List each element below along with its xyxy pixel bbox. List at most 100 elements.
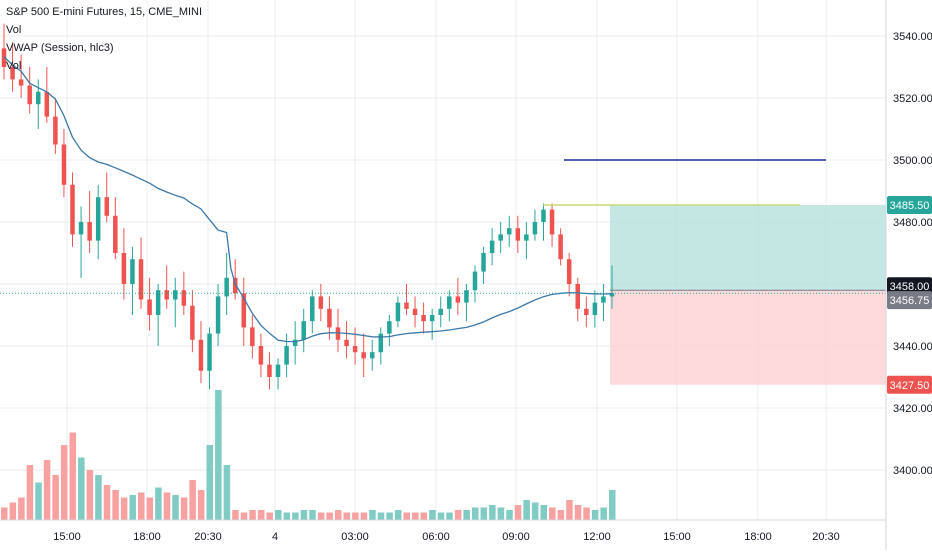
- volume-bar: [591, 510, 599, 520]
- candle: [404, 284, 409, 315]
- candle-body: [472, 271, 478, 291]
- candle-body: [455, 296, 461, 303]
- candle-body: [438, 308, 443, 315]
- candle-body: [198, 339, 204, 371]
- candle-body: [181, 290, 187, 306]
- candle: [275, 358, 281, 390]
- volume-bar: [197, 490, 205, 520]
- candle-body: [215, 296, 221, 334]
- price-label-last[interactable]: 3456.75: [887, 291, 932, 310]
- volume-bar: [369, 510, 376, 520]
- candle-body: [113, 215, 118, 253]
- volume-bar: [86, 470, 94, 520]
- volume-bar: [394, 510, 402, 520]
- price-tick-label: 3540.00: [893, 31, 932, 43]
- candle: [318, 284, 324, 322]
- price-label-entry[interactable]: 3458.00: [887, 277, 932, 296]
- volume-bar: [463, 510, 470, 520]
- time-tick-label: 15:00: [663, 531, 691, 543]
- candle-body: [361, 352, 366, 359]
- volume-bar: [386, 512, 393, 520]
- candle: [584, 296, 589, 328]
- candle: [284, 333, 289, 377]
- price-label-box: [887, 291, 932, 310]
- candle-body: [515, 228, 521, 241]
- candle: [104, 172, 110, 222]
- volume-bar: [60, 445, 68, 520]
- candle-body: [447, 296, 452, 309]
- price-tick-label: 3440.00: [893, 341, 932, 353]
- candle-body: [584, 308, 589, 315]
- candle: [566, 253, 572, 297]
- volume-bar: [95, 475, 102, 520]
- price-label-stop[interactable]: 3427.50: [887, 375, 932, 394]
- candle: [87, 191, 92, 253]
- candle-body: [481, 253, 486, 272]
- candle: [190, 290, 195, 353]
- candle: [387, 315, 392, 346]
- candle: [310, 290, 315, 334]
- volume-bar: [531, 502, 539, 520]
- candle: [506, 215, 512, 247]
- price-label-text: 3485.50: [890, 200, 930, 212]
- candle: [113, 197, 118, 260]
- candle: [292, 321, 298, 365]
- candles[interactable]: [1, 23, 615, 390]
- candle-body: [121, 253, 127, 284]
- volume-bars: [1, 390, 616, 520]
- candle-body: [549, 209, 555, 235]
- legend-symbol[interactable]: S&P 500 E-mini Futures, 15, CME_MINI: [6, 6, 203, 18]
- candle: [61, 129, 67, 198]
- volume-bar: [557, 510, 565, 520]
- candle-body: [70, 184, 75, 235]
- candle: [173, 277, 178, 328]
- candle-body: [164, 290, 169, 300]
- candle-body: [18, 79, 24, 86]
- price-label-text: 3427.50: [890, 380, 930, 392]
- candle: [44, 67, 50, 123]
- volume-bar: [275, 510, 282, 520]
- time-tick-label: 15:00: [53, 531, 81, 543]
- candle-body: [327, 308, 332, 328]
- volume-bar: [317, 512, 325, 520]
- volume-bar: [52, 475, 59, 520]
- volume-bar: [215, 390, 222, 520]
- candle: [78, 206, 84, 278]
- candle: [481, 246, 486, 284]
- volume-bar: [292, 512, 299, 520]
- volume-bar: [189, 480, 196, 520]
- candle: [232, 259, 238, 300]
- candle: [395, 296, 401, 328]
- legend-vol[interactable]: Vol: [6, 24, 22, 36]
- volume-bar: [300, 510, 308, 520]
- time-tick-label: 20:30: [194, 531, 222, 543]
- candle-body: [275, 364, 281, 377]
- candle: [378, 327, 384, 365]
- candle-body: [541, 209, 546, 222]
- candle: [575, 277, 580, 322]
- candle-body: [601, 296, 606, 303]
- candle-body: [284, 346, 289, 365]
- candle: [541, 203, 546, 241]
- candle: [464, 284, 469, 322]
- vwap-line: [3, 56, 613, 343]
- volume-bar: [78, 457, 85, 520]
- candle-body: [87, 222, 92, 241]
- price-tick-label: 3500.00: [893, 155, 932, 167]
- volume-bar: [540, 505, 547, 520]
- legend-vol-2[interactable]: Vol: [6, 60, 22, 72]
- candle-body: [301, 321, 306, 340]
- candle-body: [10, 67, 15, 80]
- volume-bar: [35, 482, 42, 520]
- volume-bar: [257, 510, 265, 520]
- candle: [447, 290, 452, 322]
- price-label-target[interactable]: 3485.50: [887, 195, 932, 214]
- take-profit-zone: [610, 204, 886, 291]
- candle-body: [378, 333, 384, 353]
- volume-bar: [446, 512, 453, 520]
- price-tick-label: 3400.00: [893, 465, 932, 477]
- legend-vwap[interactable]: VWAP (Session, hlc3): [6, 42, 114, 54]
